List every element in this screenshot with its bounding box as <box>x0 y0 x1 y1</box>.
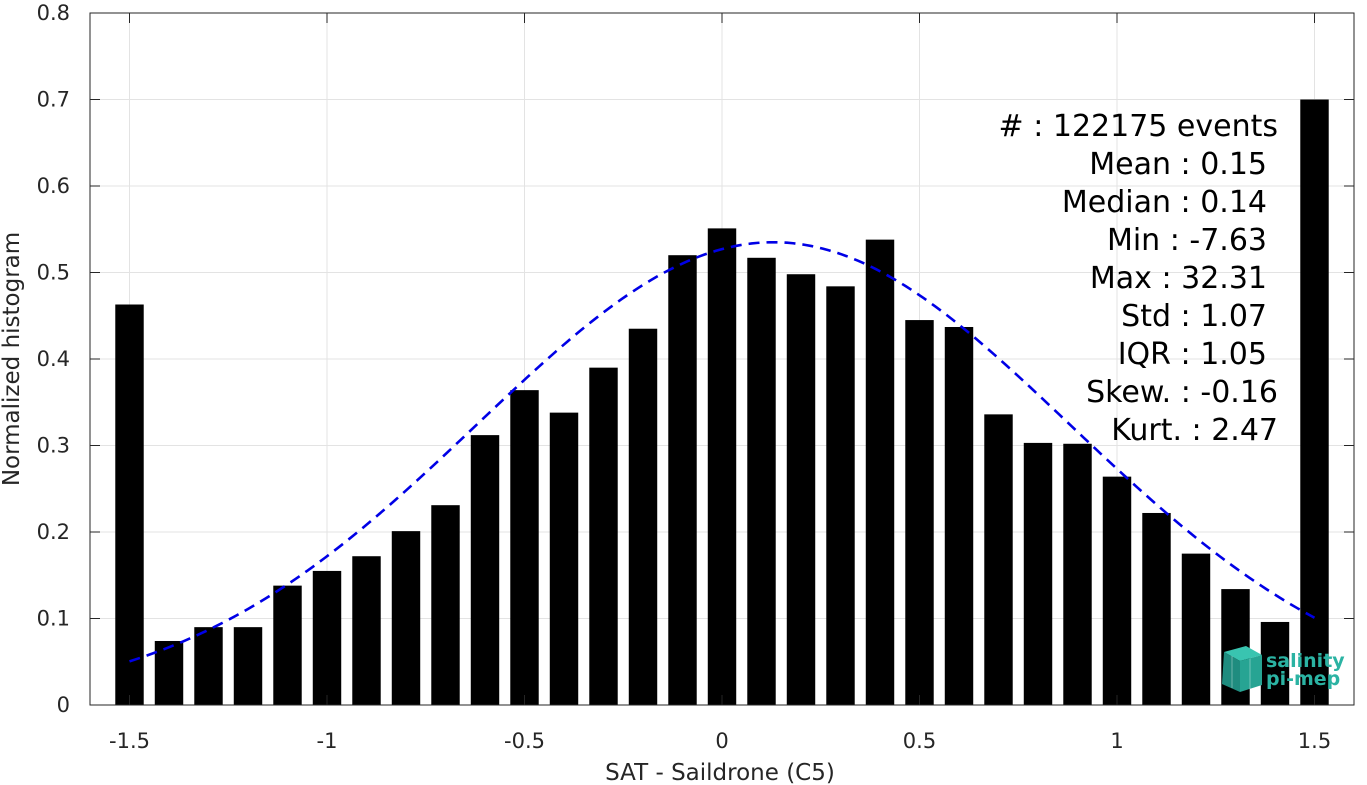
x-axis-label: SAT - Saildrone (C5) <box>605 760 835 785</box>
histogram-bar <box>352 556 381 705</box>
axis-ticks <box>90 12 1354 706</box>
histogram-bar <box>1102 476 1132 705</box>
x-tick-label: -0.5 <box>504 729 545 753</box>
histogram-bar <box>1260 621 1290 705</box>
histogram-bar <box>154 640 184 705</box>
y-tick-label: 0.7 <box>37 88 70 112</box>
logo-line2: pi-mep <box>1266 668 1340 690</box>
stat-line: Min : -7.63 <box>1107 223 1267 258</box>
histogram-bar <box>707 228 737 705</box>
stat-line: # : 122175 events <box>999 109 1278 144</box>
y-tick-label: 0.3 <box>37 434 70 458</box>
y-tick-labels: 0 0.1 0.2 0.3 0.4 0.5 0.6 0.7 0.8 <box>37 1 70 717</box>
x-tick-label: 0 <box>715 729 728 753</box>
histogram-bar <box>628 328 658 705</box>
histogram-bar <box>747 257 776 705</box>
stat-line: Max : 32.31 <box>1090 261 1267 296</box>
x-tick-label: 0.5 <box>903 729 936 753</box>
stat-line: Kurt. : 2.47 <box>1111 413 1278 448</box>
y-axis-label: Normalized histogram <box>0 232 25 486</box>
gaussian-fit-curve <box>129 240 1316 663</box>
y-tick-label: 0 <box>57 693 70 717</box>
cube-icon <box>1222 646 1262 692</box>
histogram-bar <box>589 367 618 705</box>
y-tick-label: 0.2 <box>37 520 70 544</box>
y-tick-label: 0.5 <box>37 261 70 285</box>
x-tick-label: 1.5 <box>1298 729 1331 753</box>
histogram-bar <box>510 390 539 705</box>
x-tick-label: -1 <box>317 729 338 753</box>
histogram-bar <box>1142 512 1171 705</box>
histogram-bar <box>1023 442 1053 705</box>
histogram-bar <box>826 286 855 705</box>
histogram-bar <box>549 412 579 705</box>
stat-line: Skew. : -0.16 <box>1086 375 1278 410</box>
histogram-bar <box>1300 99 1329 705</box>
histogram-bar <box>905 320 934 705</box>
histogram-bar <box>115 304 144 705</box>
x-tick-label: -1.5 <box>109 729 150 753</box>
stat-line: Std : 1.07 <box>1121 299 1267 334</box>
histogram-bar <box>312 570 342 705</box>
histogram-bar <box>1181 553 1211 705</box>
histogram-bar <box>470 435 500 705</box>
histogram-bar <box>273 585 302 705</box>
logo-line1: salinity <box>1266 650 1345 672</box>
y-tick-label: 0.1 <box>37 607 70 631</box>
stat-line: Mean : 0.15 <box>1089 147 1267 182</box>
histogram-bar <box>1063 443 1092 705</box>
histogram-bar <box>865 239 895 705</box>
histogram-bar <box>786 274 816 705</box>
stat-line: IQR : 1.05 <box>1118 337 1267 372</box>
salinity-pi-mep-logo: salinity pi-mep <box>1222 646 1345 692</box>
histogram-bar <box>391 531 421 705</box>
y-tick-label: 0.8 <box>37 1 70 25</box>
y-tick-label: 0.4 <box>37 347 70 371</box>
histogram-bar <box>668 255 697 705</box>
histogram-bar <box>984 414 1013 705</box>
x-tick-label: 1 <box>1110 729 1123 753</box>
histogram-bar <box>431 505 460 705</box>
y-tick-label: 0.6 <box>37 174 70 198</box>
stat-line: Median : 0.14 <box>1062 185 1267 220</box>
x-tick-labels: -1.5 -1 -0.5 0 0.5 1 1.5 <box>109 729 1331 753</box>
histogram-bar <box>194 627 223 705</box>
histogram-bar <box>944 326 974 705</box>
histogram-bars <box>115 99 1329 705</box>
histogram-bar <box>233 627 263 705</box>
